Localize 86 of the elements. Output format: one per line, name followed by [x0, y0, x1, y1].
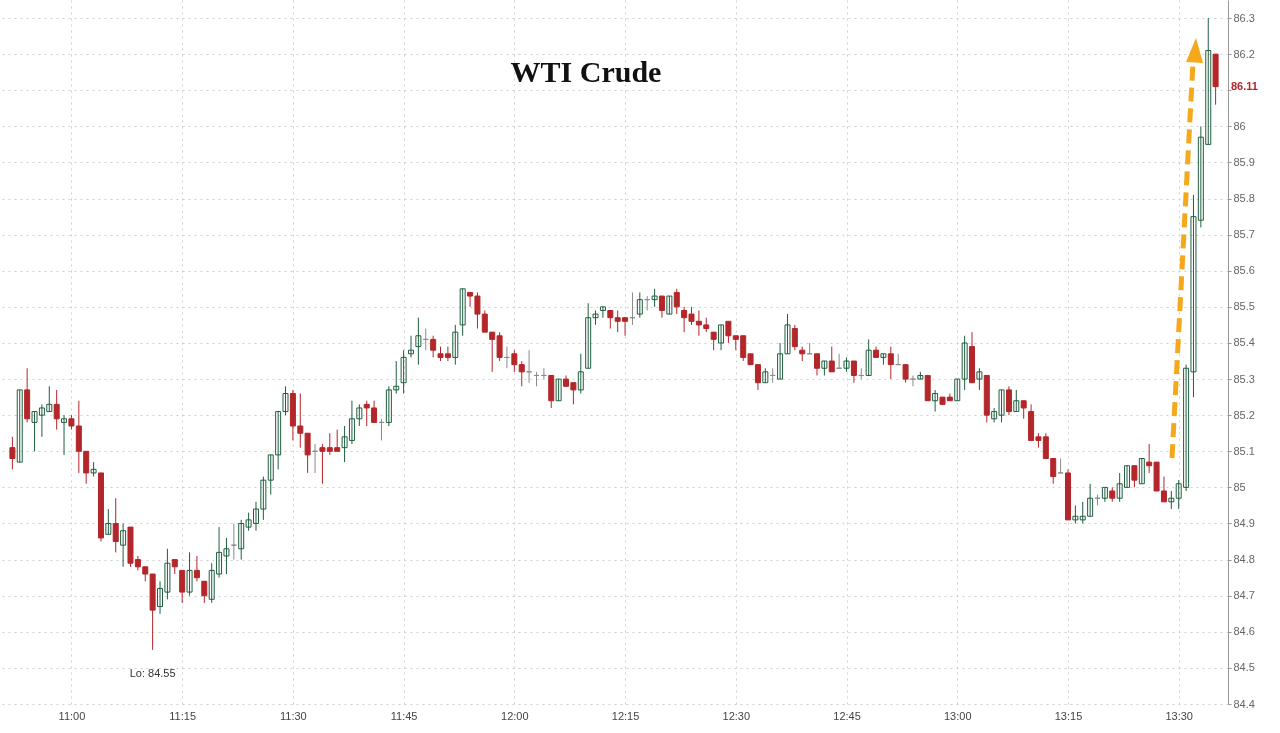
candlestick	[555, 378, 562, 402]
candlestick	[400, 349, 407, 395]
candlestick	[1020, 400, 1027, 420]
candlestick	[880, 353, 887, 366]
candlestick	[887, 346, 894, 380]
x-tick-label: 12:45	[833, 709, 861, 722]
candlestick	[112, 497, 119, 553]
y-tick-label: 84.8	[1233, 553, 1255, 566]
y-tick-label: 85.7	[1233, 228, 1255, 241]
y-tick-label: 85.8	[1233, 192, 1255, 205]
candlestick	[718, 324, 725, 351]
y-tick-label: 86.2	[1233, 47, 1255, 60]
x-tick-label: 12:30	[722, 709, 751, 722]
candlestick	[607, 309, 614, 330]
candlestick	[179, 569, 186, 604]
x-tick-label: 12:00	[501, 709, 529, 722]
annotation: Lo: 84.55	[129, 666, 176, 679]
candlestick	[526, 349, 533, 384]
y-tick-label: 85.5	[1233, 300, 1255, 313]
y-tick-label: 86	[1233, 119, 1246, 132]
candlestick	[791, 324, 798, 351]
candlestick	[850, 360, 857, 384]
candlestick	[976, 367, 983, 391]
y-tick-label: 84.5	[1233, 661, 1255, 674]
candlestick	[673, 288, 680, 315]
x-tick-label: 11:45	[390, 709, 418, 722]
candlestick	[230, 522, 237, 561]
candlestick	[932, 389, 939, 413]
y-tick-label: 85.9	[1233, 155, 1255, 168]
candlestick	[193, 555, 200, 582]
x-tick-label: 13:00	[943, 709, 972, 722]
candlestick	[105, 508, 112, 535]
y-tick-label: 84.6	[1233, 625, 1255, 638]
y-tick-label: 84.4	[1233, 697, 1255, 710]
y-tick-label: 85.2	[1233, 408, 1255, 421]
x-tick-label: 13:30	[1165, 709, 1193, 722]
candlestick	[651, 288, 658, 308]
candlestick	[61, 414, 68, 456]
text: 86.11	[1231, 79, 1258, 92]
y-tick-label: 85.1	[1233, 444, 1255, 457]
candlestick	[865, 338, 872, 376]
y-tick-label: 84.7	[1233, 589, 1255, 602]
y-tick-label: 85.4	[1233, 336, 1255, 349]
candlestick	[813, 353, 820, 376]
candlestick	[710, 331, 717, 351]
candlestick	[599, 306, 606, 319]
candlestick	[636, 291, 643, 319]
candlestick	[577, 353, 584, 395]
candlestick	[186, 551, 193, 597]
candlestick	[1138, 458, 1145, 485]
x-tick-label: 12:15	[611, 709, 640, 722]
candlestick	[1013, 389, 1020, 413]
candlestick	[408, 335, 415, 358]
candlestick	[452, 324, 459, 366]
candlestick	[954, 378, 961, 402]
candlestick	[828, 346, 835, 373]
x-tick-label: 13:15	[1054, 709, 1083, 722]
candlestick	[518, 360, 525, 387]
candlestick	[9, 436, 16, 470]
candlestick	[511, 349, 518, 373]
candlestick	[201, 580, 208, 604]
y-tick-label: 85	[1233, 480, 1246, 493]
candlestick	[1168, 490, 1175, 510]
candlestick	[1005, 385, 1012, 416]
candlestick	[53, 389, 60, 431]
x-tick-label: 11:15	[169, 709, 197, 722]
candlestick	[1057, 458, 1064, 474]
y-tick-label: 84.9	[1233, 516, 1255, 529]
y-tick-label: 85.3	[1233, 372, 1255, 385]
y-tick-label: 85.6	[1233, 264, 1255, 277]
text: WTI Crude	[510, 55, 662, 88]
x-tick-label: 11:00	[58, 709, 86, 722]
candlestick	[120, 522, 127, 568]
candlestick	[909, 374, 916, 387]
candlestick	[1101, 486, 1108, 503]
candlestick	[415, 317, 422, 366]
candlestick	[658, 295, 665, 319]
x-tick-label: 11:30	[280, 709, 307, 722]
y-tick-label: 86.3	[1233, 11, 1255, 24]
candlestick	[961, 335, 968, 391]
candlestick	[16, 389, 23, 463]
candlestick	[1131, 465, 1138, 488]
candlestick	[666, 295, 673, 315]
candlestick	[459, 288, 466, 337]
candlestick	[430, 335, 437, 358]
candlestick	[902, 364, 909, 384]
